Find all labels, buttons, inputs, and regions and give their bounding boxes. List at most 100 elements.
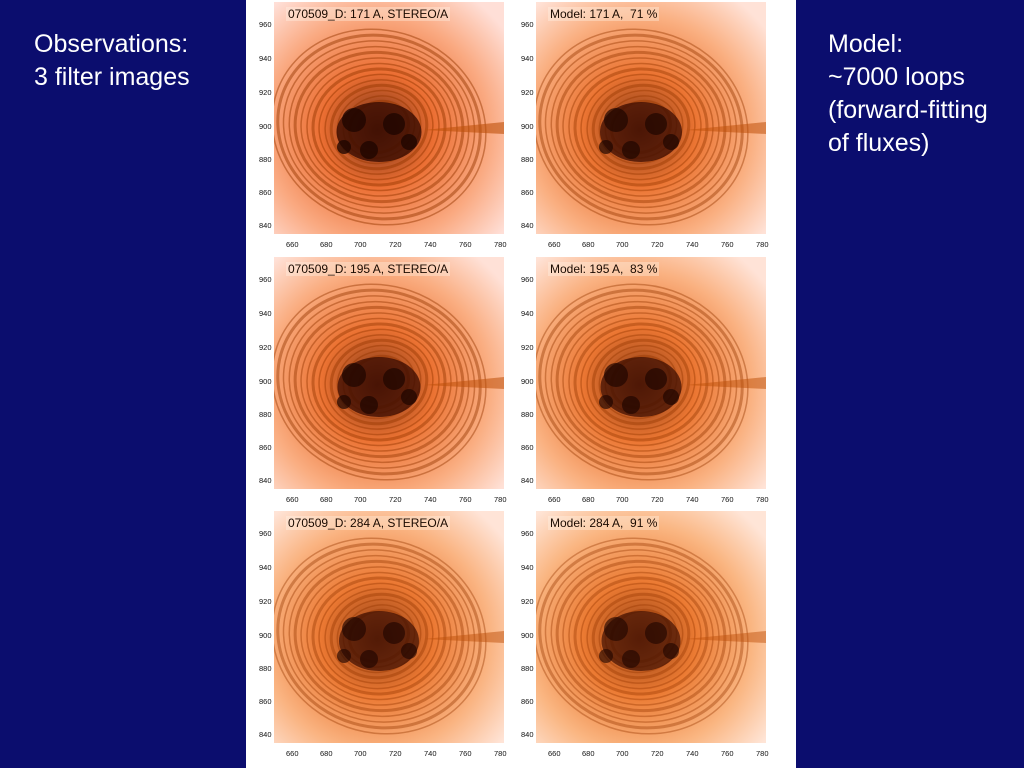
y-tick-label: 940 [521,54,534,63]
x-tick-label: 700 [354,749,367,758]
panel-title: Model: 195 A, 83 % [548,262,660,276]
euv-image [536,2,766,234]
x-tick-label: 760 [459,495,472,504]
y-tick-label: 920 [259,597,272,606]
euv-image [274,511,504,743]
x-tick-label: 660 [286,495,299,504]
y-tick-label: 880 [521,155,534,164]
y-tick-label: 920 [259,88,272,97]
x-tick-label: 740 [686,749,699,758]
y-tick-label: 860 [521,188,534,197]
x-tick-label: 700 [616,495,629,504]
x-tick-label: 660 [286,240,299,249]
y-tick-label: 840 [259,221,272,230]
x-tick-label: 720 [651,495,664,504]
image-panel-model-284: Model: 284 A, 91 % 960 940 920 900 880 860 840 6… [508,511,769,765]
y-tick-label: 900 [259,377,272,386]
x-tick-label: 660 [548,749,561,758]
x-tick-label: 700 [354,240,367,249]
model-line-1: Model: [828,30,904,58]
observations-caption: Observations: 3 filter images [34,28,190,94]
y-tick-label: 860 [521,697,534,706]
y-tick-label: 940 [521,309,534,318]
y-tick-label: 840 [259,730,272,739]
y-tick-label: 860 [259,188,272,197]
y-tick-label: 900 [521,122,534,131]
x-tick-label: 780 [494,495,507,504]
y-tick-label: 860 [259,697,272,706]
y-tick-label: 900 [259,631,272,640]
y-tick-label: 900 [521,377,534,386]
panel-title: Model: 284 A, 91 % [548,516,660,530]
x-tick-label: 680 [320,240,333,249]
y-tick-label: 920 [521,597,534,606]
x-tick-label: 720 [651,240,664,249]
image-panel-model-195: Model: 195 A, 83 % 960 940 920 900 880 860 840 6… [508,257,769,511]
x-tick-label: 780 [756,240,769,249]
y-tick-label: 920 [259,343,272,352]
y-tick-label: 860 [521,443,534,452]
x-tick-label: 720 [389,240,402,249]
x-tick-label: 680 [582,749,595,758]
y-tick-label: 960 [259,529,272,538]
euv-image [274,257,504,489]
x-tick-label: 760 [721,495,734,504]
y-tick-label: 840 [521,476,534,485]
observations-line-1: Observations: [34,30,189,58]
y-tick-label: 920 [521,343,534,352]
image-panel-obs-195: 070509_D: 195 A, STEREO/A 960 940 920 900 880… [246,257,507,511]
x-tick-label: 740 [424,240,437,249]
x-tick-label: 680 [320,749,333,758]
x-tick-label: 700 [354,495,367,504]
y-tick-label: 940 [259,309,272,318]
y-tick-label: 840 [521,730,534,739]
x-tick-label: 660 [286,749,299,758]
y-tick-label: 960 [259,20,272,29]
x-tick-label: 760 [459,240,472,249]
x-tick-label: 660 [548,495,561,504]
x-tick-label: 780 [494,240,507,249]
x-tick-label: 680 [582,495,595,504]
x-tick-label: 700 [616,240,629,249]
x-tick-label: 760 [721,240,734,249]
x-tick-label: 680 [320,495,333,504]
x-tick-label: 780 [494,749,507,758]
x-tick-label: 660 [548,240,561,249]
x-tick-label: 720 [389,749,402,758]
panel-title: Model: 171 A, 71 % [548,7,660,21]
image-panel-obs-284: 070509_D: 284 A, STEREO/A 960 940 920 900 880… [246,511,507,765]
y-tick-label: 960 [521,275,534,284]
x-tick-label: 720 [651,749,664,758]
y-tick-label: 960 [259,275,272,284]
y-tick-label: 940 [259,563,272,572]
x-tick-label: 680 [582,240,595,249]
y-tick-label: 880 [521,410,534,419]
image-panel-obs-171: 070509_D: 171 A, STEREO/A 960 940 920 900 880… [246,2,507,256]
y-tick-label: 900 [259,122,272,131]
image-panel-model-171: Model: 171 A, 71 % 960 940 920 900 880 860 840 6… [508,2,769,256]
euv-image [536,257,766,489]
figure-grid: 070509_D: 171 A, STEREO/A 960 940 920 900 880… [246,0,796,768]
x-tick-label: 760 [459,749,472,758]
y-tick-label: 880 [259,664,272,673]
model-caption: Model: ~7000 loops (forward-fitting of f… [828,28,988,160]
panel-title: 070509_D: 195 A, STEREO/A [286,262,451,276]
x-tick-label: 780 [756,749,769,758]
y-tick-label: 840 [521,221,534,230]
y-tick-label: 940 [259,54,272,63]
observations-line-2: 3 filter images [34,63,190,91]
x-tick-label: 740 [686,495,699,504]
euv-image [274,2,504,234]
x-tick-label: 720 [389,495,402,504]
y-tick-label: 860 [259,443,272,452]
y-tick-label: 960 [521,529,534,538]
model-line-2: ~7000 loops [828,63,965,91]
y-tick-label: 960 [521,20,534,29]
euv-image [536,511,766,743]
y-tick-label: 880 [521,664,534,673]
panel-title: 070509_D: 284 A, STEREO/A [286,516,451,530]
y-tick-label: 880 [259,155,272,164]
x-tick-label: 740 [686,240,699,249]
x-tick-label: 760 [721,749,734,758]
model-line-4: of fluxes) [828,129,930,157]
